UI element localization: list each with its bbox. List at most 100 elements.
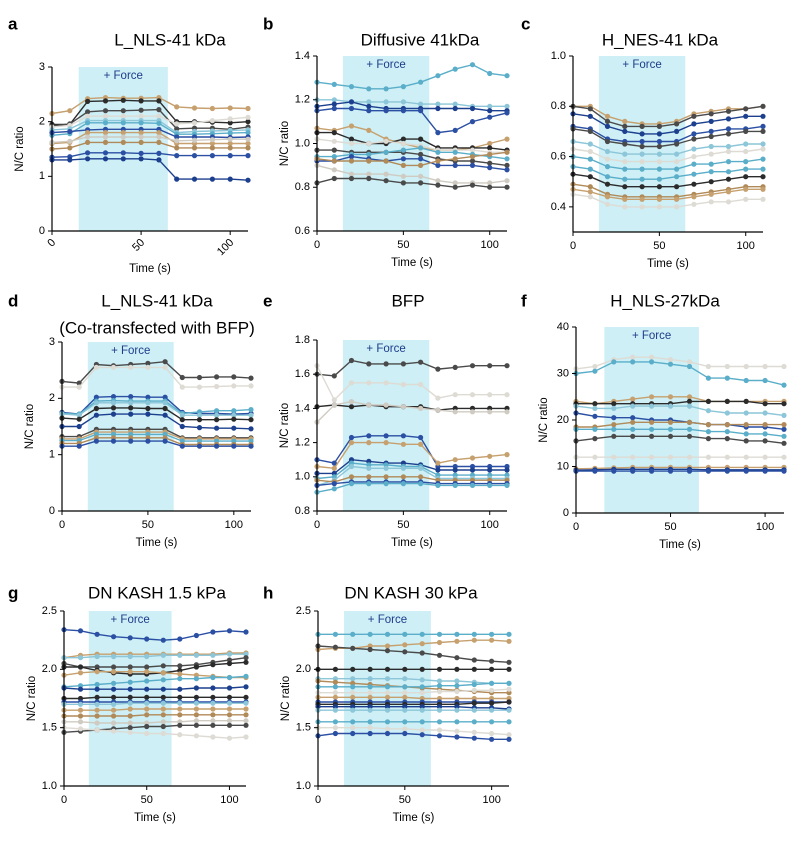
data-point: [708, 128, 714, 134]
data-point: [469, 363, 476, 369]
data-point: [331, 373, 337, 379]
series-line: [576, 400, 784, 405]
series-2: [570, 103, 766, 129]
data-point: [418, 359, 424, 365]
data-point: [144, 730, 150, 737]
data-point: [367, 666, 373, 672]
data-point: [611, 468, 617, 474]
series-line: [572, 140, 763, 155]
y-tick-label: 10: [557, 460, 569, 472]
y-axis-label: N/C ratio: [279, 403, 291, 448]
data-point: [177, 706, 183, 712]
data-point: [781, 440, 787, 446]
data-point: [724, 422, 730, 428]
data-point: [691, 171, 697, 177]
data-point: [604, 123, 611, 129]
data-point: [196, 425, 203, 431]
data-point: [231, 408, 237, 414]
series-line: [572, 128, 763, 148]
data-point: [604, 138, 611, 145]
data-point: [160, 677, 166, 683]
data-point: [350, 676, 356, 682]
data-point: [191, 105, 198, 111]
x-axis-label: Time (s): [391, 537, 433, 549]
data-point: [144, 664, 150, 670]
series-line: [51, 131, 248, 145]
data-point: [724, 375, 730, 381]
y-axis-label: N/C ratio: [24, 404, 36, 449]
data-point: [384, 694, 391, 700]
data-point: [708, 133, 714, 140]
series-line: [63, 652, 246, 659]
data-point: [469, 455, 476, 461]
data-point: [705, 468, 712, 474]
data-point: [127, 635, 133, 641]
y-tick-label: 2.0: [42, 663, 57, 675]
data-point: [191, 120, 198, 126]
y-tick-label: 0.6: [551, 150, 566, 162]
data-point: [452, 364, 458, 370]
data-point: [400, 381, 406, 388]
data-point: [781, 433, 787, 439]
data-point: [94, 631, 100, 637]
data-point: [611, 433, 617, 439]
x-axis-label: Time (s): [129, 263, 171, 275]
x-tick-label: 0: [573, 521, 579, 533]
data-point: [725, 131, 732, 137]
data-point: [214, 408, 220, 414]
series-line: [63, 629, 247, 641]
data-point: [348, 140, 355, 147]
data-point: [454, 638, 460, 644]
x-axis-label: Time (s): [134, 812, 176, 824]
data-point: [383, 158, 389, 164]
data-point: [725, 108, 732, 114]
data-point: [487, 151, 493, 157]
data-point: [210, 674, 216, 681]
y-tick-label: 30: [557, 367, 569, 379]
data-point: [145, 394, 151, 400]
series-line: [572, 113, 763, 135]
series-group: [314, 357, 510, 495]
data-point: [348, 136, 355, 142]
data-point: [762, 401, 768, 407]
data-point: [686, 359, 693, 365]
data-point: [402, 684, 408, 690]
data-point: [436, 652, 443, 658]
y-tick-label: 1.8: [295, 334, 310, 346]
data-point: [243, 706, 249, 712]
x-tick-label: 100: [481, 519, 499, 531]
data-point: [725, 148, 732, 155]
force-label: + Force: [366, 343, 405, 355]
data-point: [487, 409, 493, 415]
data-point: [587, 184, 593, 190]
series-4: [314, 399, 510, 425]
panel-letter: f: [521, 291, 527, 310]
series-line: [316, 63, 508, 90]
data-point: [743, 159, 749, 165]
data-point: [454, 719, 460, 725]
data-point: [111, 713, 117, 719]
series-12: [314, 481, 510, 495]
data-point: [504, 136, 510, 142]
y-tick-label: 1.0: [551, 50, 566, 62]
data-point: [160, 700, 166, 706]
data-point: [177, 694, 183, 700]
data-point: [418, 156, 424, 162]
series-6: [61, 669, 249, 681]
data-point: [331, 147, 337, 153]
data-point: [691, 146, 697, 152]
data-point: [402, 631, 408, 637]
data-point: [725, 143, 732, 150]
series-line: [572, 155, 764, 170]
data-point: [144, 686, 150, 692]
series-line: [316, 400, 507, 423]
data-point: [435, 162, 441, 168]
data-point: [120, 113, 126, 119]
data-point: [366, 433, 372, 439]
data-point: [418, 381, 424, 388]
data-point: [160, 706, 166, 712]
data-point: [592, 401, 598, 407]
data-point: [231, 412, 237, 418]
data-point: [743, 106, 749, 112]
data-point: [85, 156, 91, 162]
